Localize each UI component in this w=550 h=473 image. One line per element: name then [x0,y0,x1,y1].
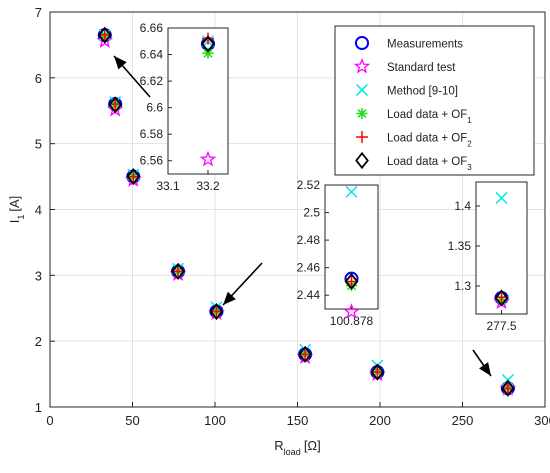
x-tick-label: 200 [369,413,391,428]
inset-y-tick-label: 1.4 [454,199,471,213]
legend-marker-asterisk [356,108,368,119]
data-point-plus [501,382,514,395]
data-point-diamond [370,363,385,381]
x-tick-label: 150 [287,413,309,428]
inset-y-tick-label: 2.5 [303,206,320,220]
inset-x-tick-label: 100.878 [330,314,374,328]
inset-point-asterisk [202,47,214,59]
inset-y-tick-label: 1.35 [448,239,472,253]
legend-label: Load data + OF1 [387,109,472,125]
inset-point-star [343,303,360,319]
inset-y-tick-label: 6.66 [140,21,164,35]
inset-y-tick-label: 2.44 [297,288,321,302]
inset-point-x [345,185,358,198]
inset-y-tick-label: 6.6 [146,101,163,115]
legend-label: Load data + OF2 [387,133,472,149]
legend-entry: Measurements [354,35,463,51]
data-point-diamond [209,302,224,321]
annotation-arrow [113,55,151,98]
data-point-plus [210,305,223,318]
x-tick-label: 50 [125,413,139,428]
y-tick-label: 7 [35,5,42,20]
data-point-diamond [298,345,312,363]
data-point-diamond [97,26,112,44]
inset-x-tick-label: 277.5 [486,319,516,333]
legend-marker-plus [355,130,369,144]
inset-point-diamond [344,272,359,291]
inset-y-tick-label: 2.48 [297,233,321,247]
inset-y-tick-label: 6.64 [140,48,164,62]
annotation-arrow [222,262,263,306]
y-tick-label: 2 [35,334,42,349]
x-tick-label: 100 [204,413,226,428]
inset-point-x [495,191,508,205]
legend-marker-circle [354,35,370,51]
inset-plot: 6.56 6.58 6.6 6.62 6.64 6.66 33.1 33.2 [140,21,229,193]
inset-y-tick-label: 6.56 [140,154,164,168]
x-axis-label: Rload [Ω] [274,438,321,457]
legend-marker-diamond [355,151,369,170]
legend-entry: Method [9-10] [355,83,458,98]
inset-point-plus [345,275,358,288]
y-axis-label: I1[A] [7,196,26,224]
x-tick-label: 300 [534,413,550,428]
data-point-plus [171,265,185,278]
y-tick-label: 6 [35,71,42,86]
inset-plot: 1.3 1.35 1.4 277.5 [448,181,528,333]
data-point-plus [127,170,140,183]
data-point-diamond [501,379,515,397]
data-point-plus [109,98,122,111]
legend-entry: Standard test [353,57,456,74]
x-tick-label: 250 [452,413,474,428]
x-tick-label: 0 [46,413,53,428]
data-point-star [96,32,114,48]
data-point-diamond [126,167,141,186]
inset-y-tick-label: 6.62 [140,74,164,88]
legend-entry: Load data + OF3 [355,151,472,172]
plot-frame [49,11,546,408]
data-point-plus [371,366,384,379]
inset-point-diamond [494,289,509,307]
inset-x-tick-label: 33.1 [156,179,180,193]
inset-point-diamond [201,35,215,53]
inset-y-tick-label: 1.3 [454,279,471,293]
annotation-arrow [472,349,492,377]
y-tick-label: 4 [35,203,42,218]
y-tick-label: 3 [35,268,42,283]
inset-y-tick-label: 2.46 [297,261,321,275]
legend-entry: Load data + OF1 [356,108,472,125]
legend-label: Measurements [387,39,463,51]
legend: Measurements Standard test Method [9-10] Lo… [334,25,535,176]
data-point-plus [98,28,111,41]
inset-x-tick-label: 33.2 [196,179,220,193]
legend-label: Load data + OF3 [387,156,472,172]
legend-marker-star [353,57,371,74]
data-point-diamond [108,96,123,114]
data-point-diamond [171,262,185,280]
inset-point-plus [201,32,215,45]
y-tick-label: 5 [35,137,42,152]
data-point-plus [299,348,312,361]
legend-label: Standard test [387,62,456,74]
legend-label: Method [9-10] [387,86,458,98]
legend-entry: Load data + OF2 [355,130,472,149]
y-tick-label: 1 [35,400,42,415]
inset-y-tick-label: 2.52 [297,178,321,192]
legend-marker-x [355,83,369,97]
inset-plot: 2.44 2.46 2.48 2.5 2.52 100.878 [297,178,379,328]
inset-y-tick-label: 6.58 [140,127,164,141]
inset-point-star [199,150,217,167]
